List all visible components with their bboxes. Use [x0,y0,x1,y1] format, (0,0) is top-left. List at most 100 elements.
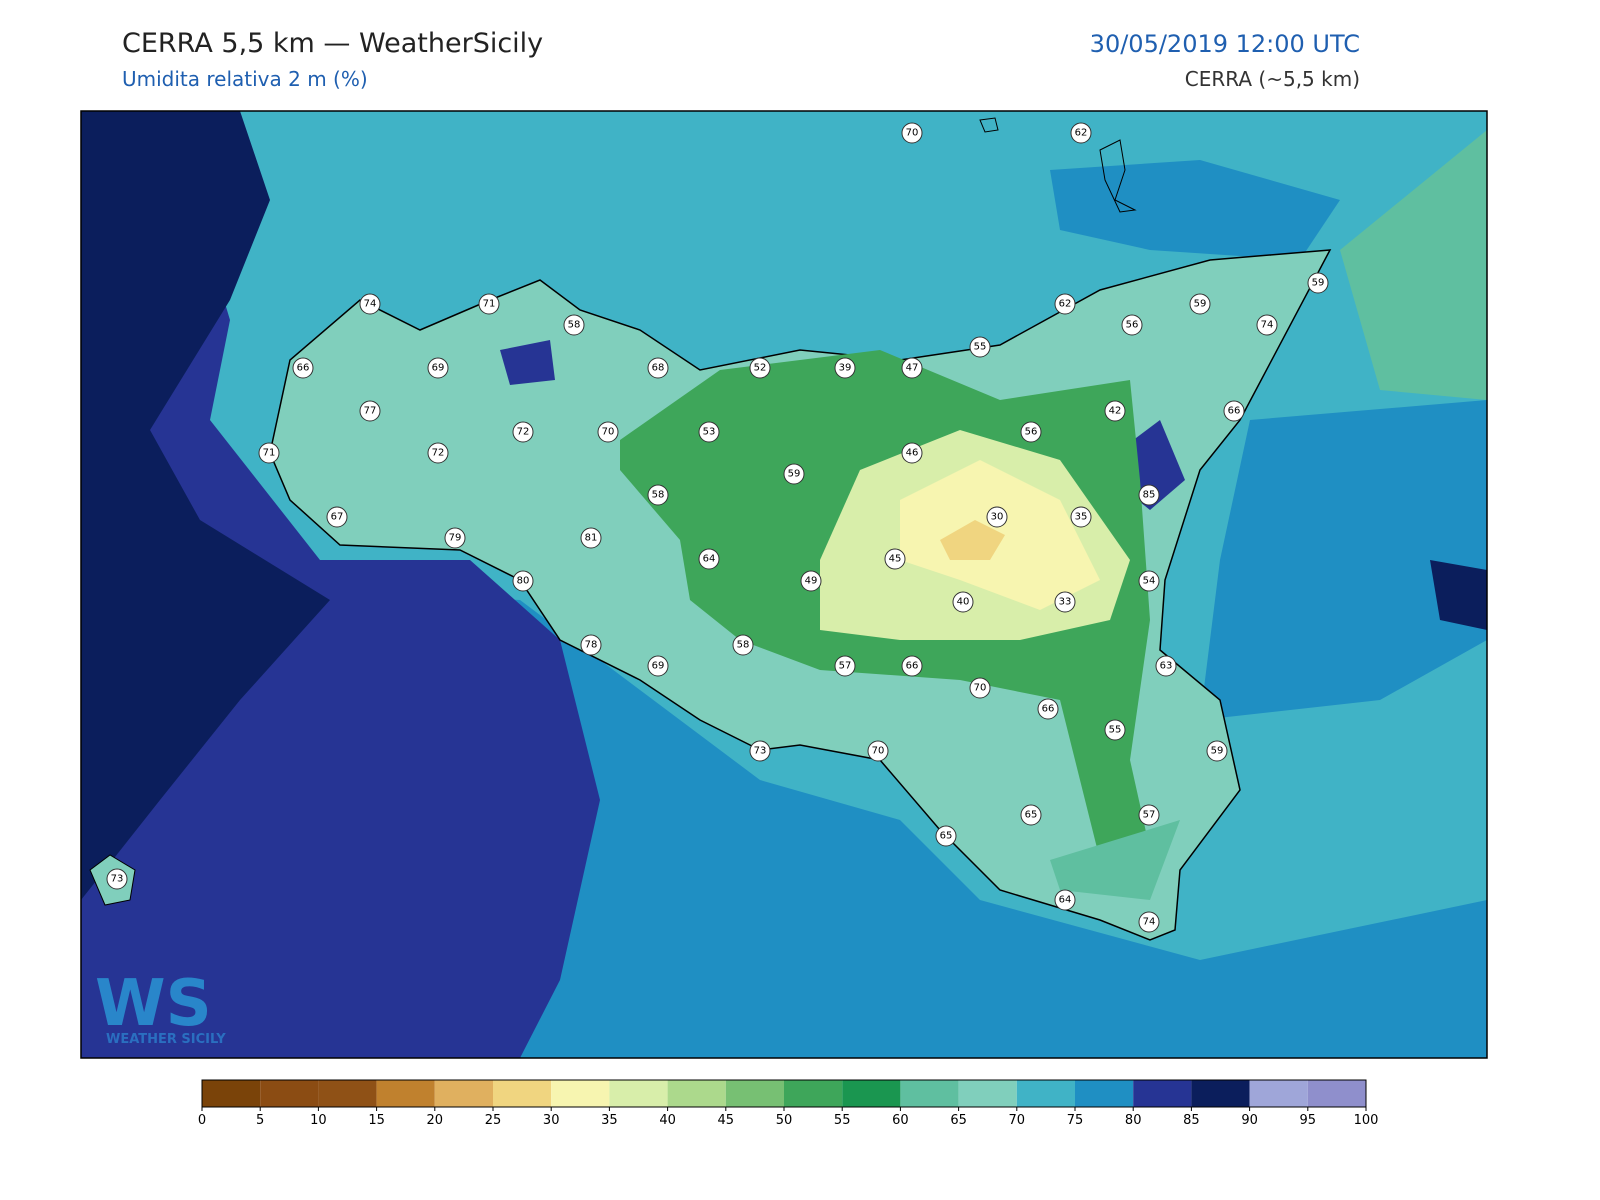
station-marker [106,868,128,890]
station-value: 68 [652,363,665,374]
station-value: 62 [1075,128,1088,139]
station-marker [901,442,923,464]
colorbar-bin [376,1080,435,1107]
colorbar-tick-label: 75 [1067,1113,1084,1128]
station-marker [749,357,771,379]
colorbar-bin [1133,1080,1192,1107]
station-marker [1138,484,1160,506]
station-marker [359,293,381,315]
station-marker [1104,719,1126,741]
colorbar-tick-label: 45 [718,1113,735,1128]
colorbar-bin [260,1080,319,1107]
colorbar-tick-label: 60 [892,1113,909,1128]
station-marker [698,548,720,570]
station-value: 47 [906,363,919,374]
station-value: 52 [754,363,767,374]
station-value: 39 [839,363,852,374]
colorbar-bin [784,1080,843,1107]
colorbar-tick-label: 80 [1125,1113,1142,1128]
station-marker [749,740,771,762]
map-frame [80,110,1488,1059]
colorbar-bin [202,1080,261,1107]
station-marker [834,655,856,677]
station-value: 66 [297,363,310,374]
colorbar-bin [1016,1080,1075,1107]
model: CERRA (~5,5 km) [1185,67,1360,91]
colorbar-tick-label: 85 [1183,1113,1200,1128]
colorbar-tick-label: 40 [659,1113,676,1128]
colorbar-tick-label: 20 [427,1113,444,1128]
station-value: 74 [1143,917,1156,928]
station-marker [800,570,822,592]
station-marker [935,825,957,847]
station-value: 79 [449,533,462,544]
station-value: 81 [585,533,598,544]
station-value: 54 [1143,576,1156,587]
station-marker [867,740,889,762]
colorbar-bin [1075,1080,1134,1107]
colorbar-bin [1307,1080,1366,1107]
station-marker [1104,400,1126,422]
colorbar-bin [900,1080,959,1107]
station-marker [1020,804,1042,826]
station-marker [326,506,348,528]
station-marker [901,357,923,379]
station-value: 69 [652,661,665,672]
station-marker [969,677,991,699]
station-marker [647,357,669,379]
station-marker [444,527,466,549]
logo-mark: WS [95,967,212,1041]
station-value: 65 [940,831,953,842]
station-value: 58 [568,320,581,331]
colorbar-tick-label: 90 [1241,1113,1258,1128]
station-marker [884,548,906,570]
colorbar-tick-label: 95 [1300,1113,1317,1128]
station-marker [512,421,534,443]
station-marker [258,442,280,464]
station-value: 53 [703,427,716,438]
station-marker [1121,314,1143,336]
colorbar-bin [958,1080,1017,1107]
station-value: 72 [432,448,445,459]
station-value: 59 [1194,299,1207,310]
station-marker [292,357,314,379]
station-marker [512,570,534,592]
colorbar-tick-label: 35 [601,1113,618,1128]
station-value: 30 [991,512,1004,523]
station-value: 63 [1160,661,1173,672]
colorbar-bin [1191,1080,1250,1107]
date: 30/05/2019 12:00 UTC [1090,30,1360,58]
station-value: 57 [1143,810,1156,821]
station-marker [1206,740,1228,762]
station-value: 64 [703,554,716,565]
station-value: 64 [1059,895,1072,906]
station-value: 70 [872,746,885,757]
colorbar-tick-label: 30 [543,1113,560,1128]
station-marker [1070,122,1092,144]
station-marker [1138,570,1160,592]
station-marker [1020,421,1042,443]
station-value: 55 [974,342,987,353]
station-marker [1138,911,1160,933]
station-value: 71 [483,299,496,310]
station-value: 40 [957,597,970,608]
station-value: 71 [263,448,276,459]
station-marker [580,634,602,656]
colorbar: 0 5 10 15 20 25 30 35 40 45 50 55 60 65 70 75 80 85 90 95 10… [198,1079,1379,1128]
station-marker [834,357,856,379]
station-marker [1138,804,1160,826]
station-marker [1054,889,1076,911]
station-marker [783,463,805,485]
station-value: 66 [1228,406,1241,417]
station-value: 85 [1143,490,1156,501]
station-value: 42 [1109,406,1122,417]
station-value: 49 [805,576,818,587]
station-marker [969,336,991,358]
colorbar-tick-label: 10 [310,1113,327,1128]
colorbar-tick-label: 100 [1354,1113,1379,1128]
station-value: 66 [906,661,919,672]
station-value: 56 [1025,427,1038,438]
station-marker [952,591,974,613]
station-value: 73 [754,746,767,757]
station-marker [1307,272,1329,294]
